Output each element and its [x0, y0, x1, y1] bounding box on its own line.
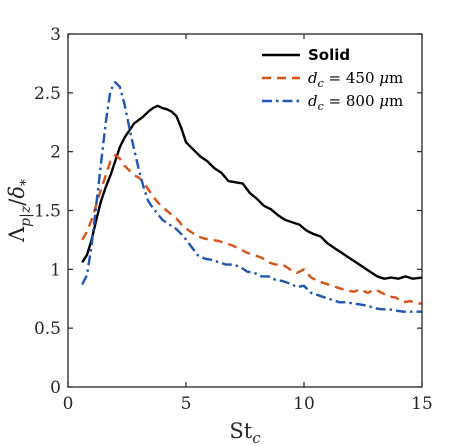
plot-area: [81, 80, 422, 313]
x-axis-label: Stc: [229, 419, 261, 445]
series-line-2: [81, 153, 422, 305]
legend-label-2: dc = 450 μm: [308, 69, 403, 90]
y-tick-label: 2: [50, 143, 61, 163]
x-tick-label: 10: [293, 394, 315, 414]
y-tick-label: 1.5: [34, 202, 61, 222]
legend-label-1: Solid: [308, 46, 350, 64]
series-line-3: [81, 80, 422, 313]
axes: 0 5 10 15 0 0.5 1 1.5 2 2.5 3 Stc Λp|z/δ*: [5, 25, 433, 445]
y-axis-label: Λp|z/δ*: [5, 179, 34, 243]
x-tick-label: 5: [181, 394, 192, 414]
x-tick-label: 15: [411, 394, 433, 414]
y-tick-label: 0.5: [34, 319, 61, 339]
y-tick-label: 3: [50, 25, 61, 45]
x-tick-label: 0: [63, 394, 74, 414]
legend-label-3: dc = 800 μm: [308, 92, 403, 113]
series-line-1: [81, 104, 422, 280]
y-tick-label: 1: [50, 260, 61, 280]
y-tick-label: 2.5: [34, 84, 61, 104]
y-tick-label: 0: [50, 378, 61, 398]
